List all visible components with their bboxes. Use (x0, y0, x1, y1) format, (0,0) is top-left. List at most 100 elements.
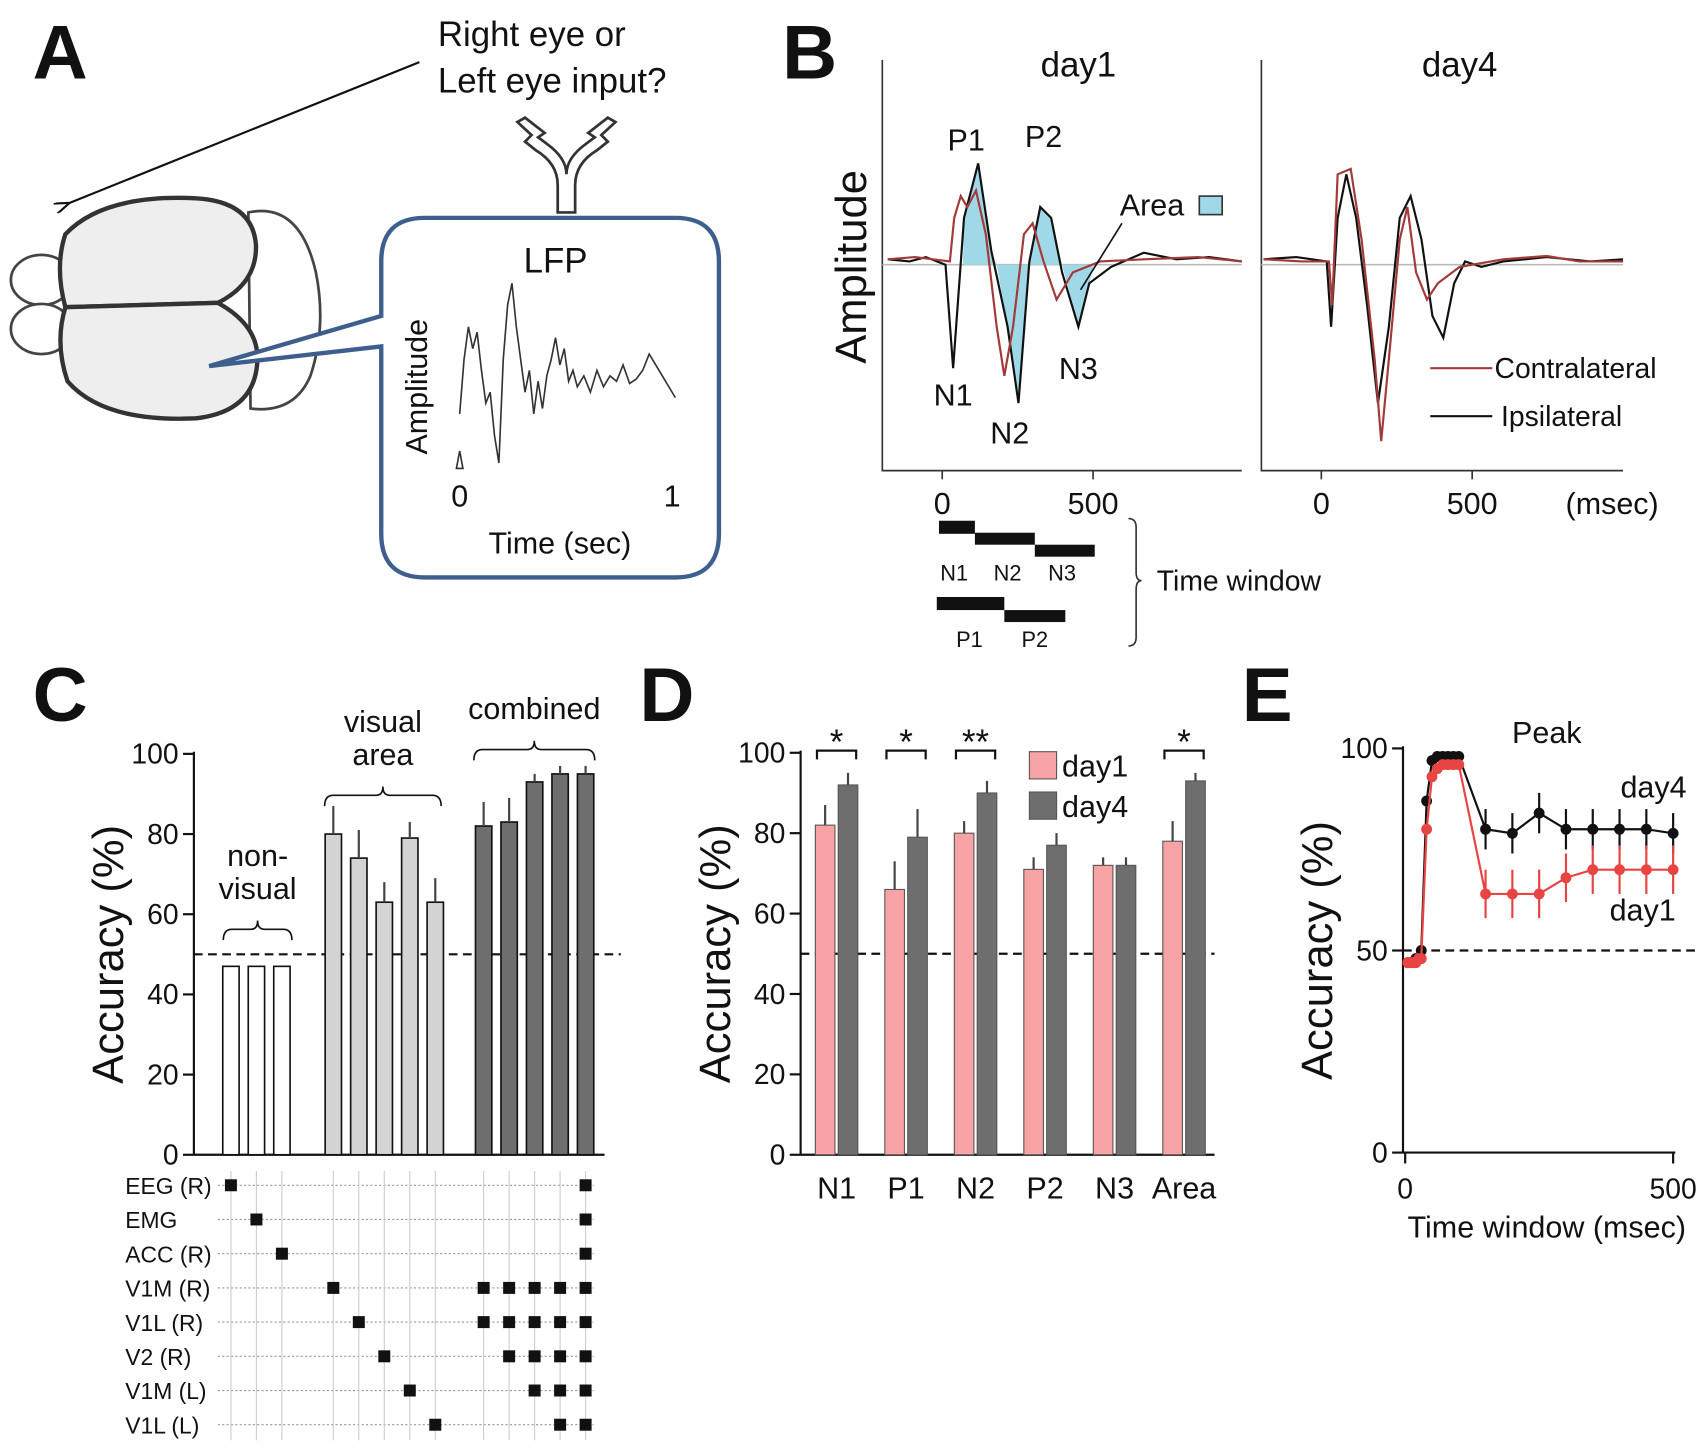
peak-label: P2 (1025, 120, 1062, 154)
callout-bubble (208, 215, 722, 580)
y-axis-label: Accuracy (%) (85, 825, 133, 1084)
input-marker (579, 1281, 592, 1294)
bar (884, 888, 905, 1156)
data-point (1614, 864, 1625, 876)
y-tick-label: 100 (1341, 733, 1388, 765)
x-tick-label: 500 (1068, 487, 1119, 521)
x-tick-label: 0 (1397, 1173, 1413, 1205)
panel-title: day1 (1041, 45, 1117, 84)
data-point (1667, 827, 1679, 839)
group-label: non- (227, 839, 288, 873)
data-point (1587, 823, 1599, 835)
panel-label: B (782, 10, 837, 95)
data-point (1421, 823, 1433, 835)
window-bar (936, 596, 1005, 611)
x-tick-label: N3 (1095, 1171, 1134, 1205)
bar (400, 837, 419, 1156)
bar (1023, 868, 1044, 1156)
data-point (1614, 823, 1625, 835)
data-point (1533, 888, 1545, 900)
input-marker (477, 1281, 490, 1294)
stimulus-marker (455, 450, 464, 470)
input-marker (429, 1418, 442, 1431)
bar (976, 792, 998, 1156)
panel-label: A (33, 10, 88, 95)
y-tick-label: 20 (754, 1059, 785, 1091)
y-tick-label: 60 (147, 899, 178, 931)
y-tick-label: 0 (163, 1140, 179, 1172)
input-marker (579, 1418, 592, 1431)
bar (551, 773, 570, 1156)
peak-label: N2 (990, 416, 1029, 450)
contralateral-trace (887, 187, 1242, 377)
x-tick-label: 0 (451, 480, 468, 514)
panel-label: E (1242, 653, 1293, 738)
row-label: EMG (125, 1207, 177, 1233)
input-marker (352, 1316, 365, 1329)
bar (1046, 844, 1067, 1156)
bar (375, 901, 394, 1156)
x-tick-label: 1 (664, 480, 681, 514)
bar (907, 836, 928, 1156)
bar (500, 821, 519, 1156)
peak-label: P1 (948, 123, 985, 157)
chart-title: Peak (1512, 716, 1582, 750)
row-label: V1M (L) (125, 1378, 206, 1404)
bar (525, 781, 544, 1156)
y-tick-label: 80 (147, 819, 178, 851)
panel-title: day4 (1422, 45, 1498, 84)
input-marker (477, 1316, 490, 1329)
legend-label: Ipsilateral (1501, 401, 1622, 433)
y-tick-label: 100 (738, 738, 785, 770)
input-marker (579, 1384, 592, 1397)
area-label: Area (1120, 189, 1184, 223)
y-tick-label: 20 (147, 1059, 178, 1091)
y-axis-label: Amplitude (400, 319, 434, 455)
hemisphere (58, 300, 260, 421)
x-tick-label: 500 (1447, 487, 1498, 521)
fork-arrow (515, 116, 618, 214)
data-point (1560, 872, 1572, 884)
x-unit: (msec) (1566, 487, 1659, 521)
bar (349, 857, 368, 1156)
input-marker (327, 1281, 340, 1294)
data-point (1480, 823, 1492, 835)
lfp-title: LFP (524, 241, 588, 280)
y-tick-label: 60 (754, 898, 785, 930)
group-brace (323, 786, 442, 807)
group-brace (222, 920, 293, 941)
significance-bracket (1163, 749, 1205, 760)
x-tick-label: P2 (1026, 1171, 1063, 1205)
hemisphere (57, 195, 259, 310)
window-bar (1034, 544, 1095, 557)
data-point (1560, 823, 1572, 835)
window-label: N3 (1048, 561, 1076, 586)
x-tick-label: 0 (1313, 487, 1330, 521)
legend-swatch (1028, 791, 1058, 820)
bar (324, 833, 343, 1156)
ipsilateral-trace (887, 163, 1242, 404)
data-point (1506, 827, 1518, 839)
row-label: V1L (L) (125, 1412, 199, 1438)
input-marker (579, 1213, 592, 1226)
window-bracket (1128, 517, 1142, 647)
legend-label: Contralateral (1495, 353, 1657, 385)
row-label: V1L (R) (125, 1310, 203, 1336)
data-point (1667, 864, 1679, 876)
bar (953, 832, 975, 1156)
input-marker (528, 1384, 541, 1397)
legend-label: day4 (1062, 790, 1128, 824)
y-tick-label: 40 (147, 979, 178, 1011)
group-label: visual (219, 872, 297, 906)
input-marker (528, 1350, 541, 1363)
y-tick-label: 0 (770, 1140, 786, 1172)
bar (426, 901, 445, 1156)
input-marker (554, 1384, 567, 1397)
legend-label: day1 (1062, 750, 1128, 784)
bar (837, 784, 859, 1156)
pointer-arrow (68, 61, 420, 204)
input-marker (275, 1247, 288, 1260)
x-tick-label: Area (1152, 1171, 1216, 1205)
bar (1092, 864, 1114, 1156)
input-marker (554, 1350, 567, 1363)
